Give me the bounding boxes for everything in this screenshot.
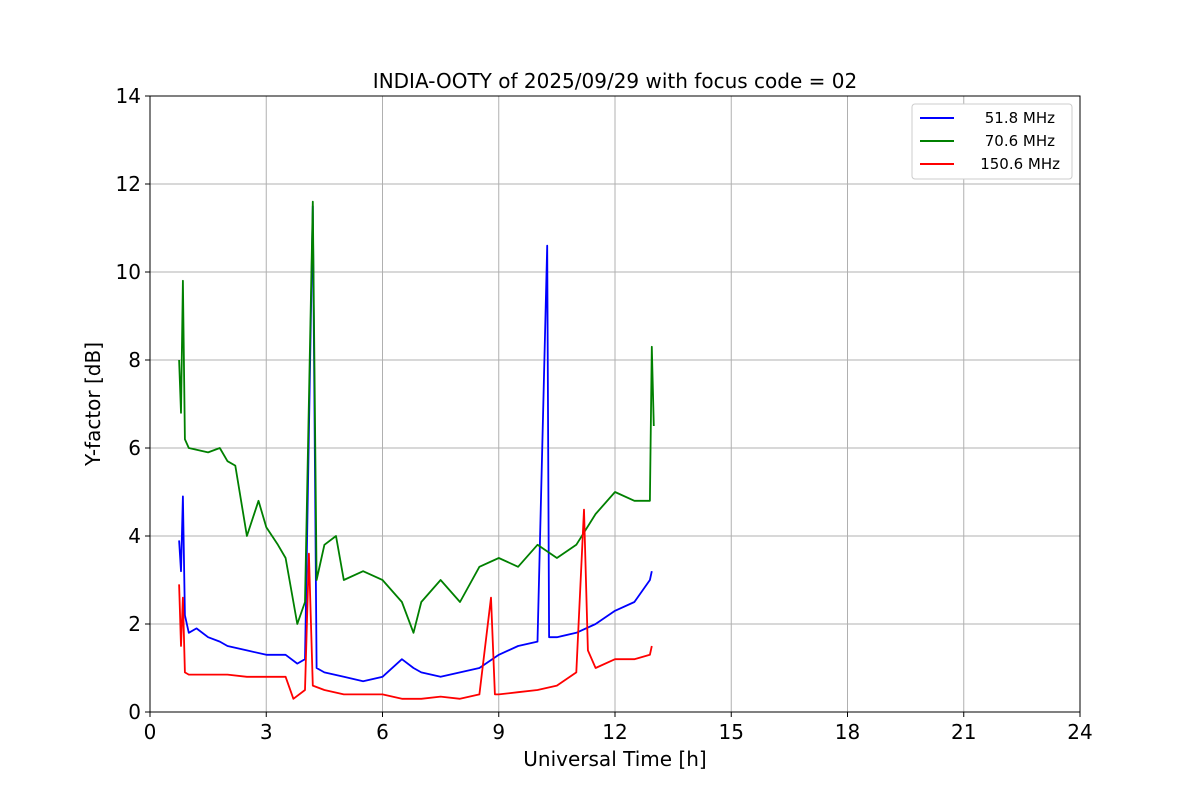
x-tick-label: 6 [376, 720, 389, 744]
x-tick-label: 24 [1067, 720, 1092, 744]
legend-label-150-6: 150.6 MHz [980, 155, 1060, 173]
series-line-70-6-mhz [178, 200, 655, 634]
y-tick-label: 10 [116, 260, 141, 284]
x-tick-label: 3 [260, 720, 273, 744]
x-tick-label: 18 [835, 720, 860, 744]
legend: 51.8 MHz 70.6 MHz 150.6 MHz [911, 103, 1073, 180]
series-line-51-8-mhz [178, 205, 653, 683]
y-tick-label: 8 [128, 348, 141, 372]
y-tick-label: 14 [116, 84, 141, 108]
x-tick-label: 12 [602, 720, 627, 744]
y-tick-label: 12 [116, 172, 141, 196]
x-tick-label: 21 [951, 720, 976, 744]
y-tick-label: 2 [128, 612, 141, 636]
y-tick-label: 6 [128, 436, 141, 460]
y-axis-label: Y-factor [dB] [81, 342, 105, 467]
x-tick-label: 15 [719, 720, 744, 744]
series-group [178, 200, 655, 700]
y-tick-label: 4 [128, 524, 141, 548]
series-line-150-6-mhz [178, 508, 653, 700]
x-tick-label: 9 [492, 720, 505, 744]
legend-box [911, 103, 1073, 180]
legend-label-51-8: 51.8 MHz [985, 109, 1055, 127]
chart-title: INDIA-OOTY of 2025/09/29 with focus code… [373, 69, 857, 93]
x-axis-label: Universal Time [h] [523, 747, 706, 771]
legend-label-70-6: 70.6 MHz [985, 132, 1055, 150]
y-tick-label: 0 [128, 700, 141, 724]
x-tick-label: 0 [144, 720, 157, 744]
